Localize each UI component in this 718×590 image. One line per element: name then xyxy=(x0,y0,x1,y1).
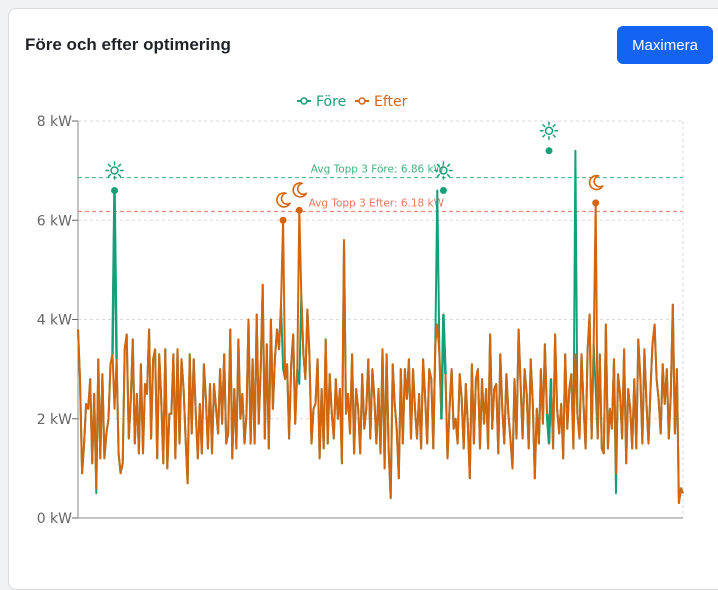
reference-line-label: Avg Topp 3 Efter: 6.18 kW xyxy=(309,197,445,209)
y-tick-label: 2 kW xyxy=(37,412,72,428)
y-tick-label: 4 kW xyxy=(37,313,72,329)
series-spike-fore xyxy=(440,314,447,419)
moon-icon xyxy=(276,192,291,208)
legend-label: Efter xyxy=(374,94,408,110)
sun-icon xyxy=(105,161,124,180)
chart-card: Före och efter optimering Maximera xyxy=(8,8,718,590)
peak-point xyxy=(439,186,447,194)
peak-point xyxy=(279,216,287,224)
moon-icon xyxy=(588,174,604,191)
sun-icon xyxy=(539,121,559,141)
legend-label: Före xyxy=(316,94,346,110)
peak-point xyxy=(592,199,600,207)
moon-icon xyxy=(292,182,308,198)
maximize-button[interactable]: Maximera xyxy=(617,26,713,64)
reference-line-label: Avg Topp 3 Före: 6.86 kW xyxy=(311,164,445,176)
sun-icon xyxy=(434,161,453,180)
legend-swatch-dot xyxy=(300,97,308,105)
peak-point xyxy=(111,186,119,194)
peak-point xyxy=(295,206,303,214)
series-spike-fore xyxy=(545,379,553,444)
y-tick-label: 0 kW xyxy=(37,511,72,527)
card-title: Före och efter optimering xyxy=(25,35,231,54)
peak-point xyxy=(545,147,553,155)
series-spike-fore xyxy=(111,190,118,360)
series-line-efter xyxy=(77,201,684,505)
y-tick-label: 6 kW xyxy=(37,213,72,229)
y-tick-label: 8 kW xyxy=(37,114,72,130)
before-after-chart: 0 kW 2 kW 4 kW 6 kW 8 kW Avg Topp 3 Före: 6.8… xyxy=(37,94,684,527)
legend-swatch-dot xyxy=(358,97,366,105)
